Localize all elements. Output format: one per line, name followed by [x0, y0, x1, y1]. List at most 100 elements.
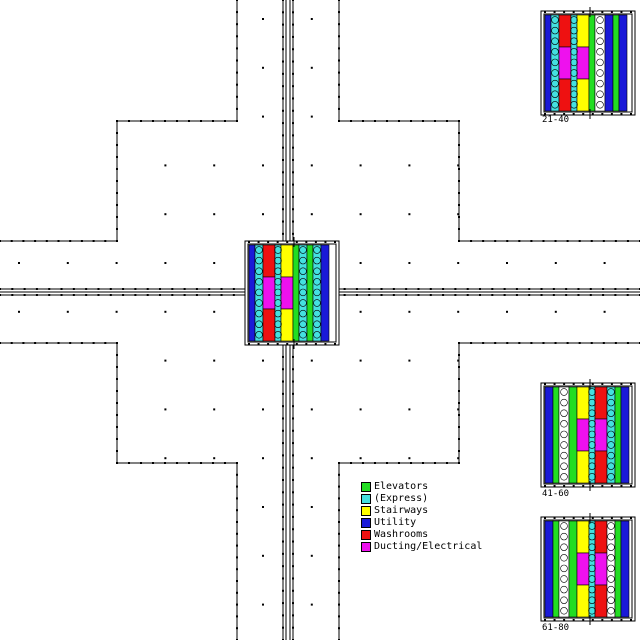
wall-dot: [236, 603, 238, 606]
column: [66, 310, 69, 313]
wall-dot: [350, 462, 352, 464]
core-shaft: [588, 522, 596, 530]
column: [359, 262, 362, 264]
wall-dot: [338, 532, 340, 535]
core-column: [267, 343, 270, 345]
wall-dot: [282, 122, 284, 125]
wall-dot: [292, 540, 294, 543]
core-shaft: [313, 288, 321, 297]
wall-dot: [292, 208, 294, 211]
core-cell: [306, 244, 314, 342]
wall-dot: [140, 462, 142, 464]
wall-dot: [386, 120, 388, 122]
wall-dot: [338, 497, 340, 500]
wall-dot: [292, 577, 294, 580]
core-column: [582, 113, 585, 115]
wall-dot: [282, 577, 284, 580]
wall-dot: [116, 450, 118, 452]
wall-dot: [626, 288, 629, 290]
wall-dot: [116, 366, 118, 368]
wall-dot: [458, 120, 460, 122]
column: [554, 310, 557, 313]
core-shaft: [551, 69, 559, 77]
wall-dot: [171, 294, 174, 296]
wall-dot: [338, 0, 340, 1]
wall-dot: [10, 342, 13, 344]
wall-dot: [506, 342, 509, 344]
core-inner-outline: [543, 519, 633, 619]
wall-dot: [128, 120, 130, 122]
wall-dot: [10, 240, 13, 242]
wall-dot: [458, 228, 460, 230]
core-shaft: [560, 388, 568, 396]
wall-dot: [34, 240, 37, 242]
wall-dot: [338, 544, 340, 547]
wall-dot: [236, 627, 238, 630]
core-shaft: [560, 585, 568, 594]
core-column: [248, 343, 250, 345]
wall-dot: [368, 288, 371, 290]
wall-dot: [116, 120, 118, 122]
core-shaft: [551, 16, 559, 24]
core-label-21-40: 21-40: [542, 115, 570, 125]
core-shaft: [313, 320, 321, 328]
wall-dot: [116, 204, 118, 206]
wall-dot: [116, 414, 118, 416]
core-shaft: [588, 420, 596, 428]
column: [262, 115, 264, 118]
core-shaft: [560, 398, 568, 407]
core-shaft: [255, 331, 263, 339]
column: [262, 554, 264, 557]
wall-dot: [482, 240, 485, 242]
wall-dot: [236, 120, 238, 122]
core-column: [553, 517, 556, 519]
wall-dot: [338, 59, 340, 62]
wall-dot: [34, 342, 37, 344]
wall-dot: [458, 414, 460, 416]
column: [115, 310, 118, 313]
core-shaft: [274, 246, 282, 254]
core-shaft: [588, 430, 596, 439]
core-column: [591, 485, 594, 487]
wall-dot: [458, 180, 460, 182]
wall-dot: [528, 288, 531, 290]
wall-dot: [458, 438, 460, 440]
wall-dot: [540, 288, 543, 290]
core-shaft: [560, 575, 568, 583]
column: [310, 213, 313, 216]
wall-dot: [282, 134, 284, 137]
wall-dot: [454, 288, 457, 290]
core-shaft: [299, 267, 307, 275]
core-cell: [576, 14, 590, 48]
wall-dot: [164, 120, 166, 122]
core-column: [295, 241, 298, 243]
core-shaft: [299, 309, 307, 318]
core-shaft: [607, 554, 615, 562]
wall-dot: [602, 342, 605, 344]
core-shaft: [588, 532, 596, 541]
core-shaft: [299, 278, 307, 286]
wall-dot: [282, 35, 284, 38]
wall-dot: [116, 342, 118, 344]
wall-dot: [392, 288, 395, 290]
core-cell: [544, 386, 554, 484]
wall-dot: [282, 146, 284, 149]
wall-dot: [458, 402, 460, 404]
legend-swatch-ducting: [361, 542, 371, 552]
core-shaft: [596, 79, 604, 88]
core-column: [630, 517, 632, 519]
wall-dot: [494, 342, 497, 344]
wall-dot: [458, 144, 460, 146]
wall-dot: [220, 294, 223, 296]
core-inner-outline: [247, 243, 337, 343]
wall-dot: [69, 240, 72, 242]
core-shaft: [313, 331, 321, 339]
wall-dot: [503, 288, 506, 290]
wall-dot: [626, 342, 629, 344]
wall-dot: [362, 120, 364, 122]
wall-dot: [48, 288, 51, 290]
wall-dot: [22, 240, 25, 242]
wall-dot: [458, 378, 460, 380]
wall-dot: [116, 402, 118, 404]
